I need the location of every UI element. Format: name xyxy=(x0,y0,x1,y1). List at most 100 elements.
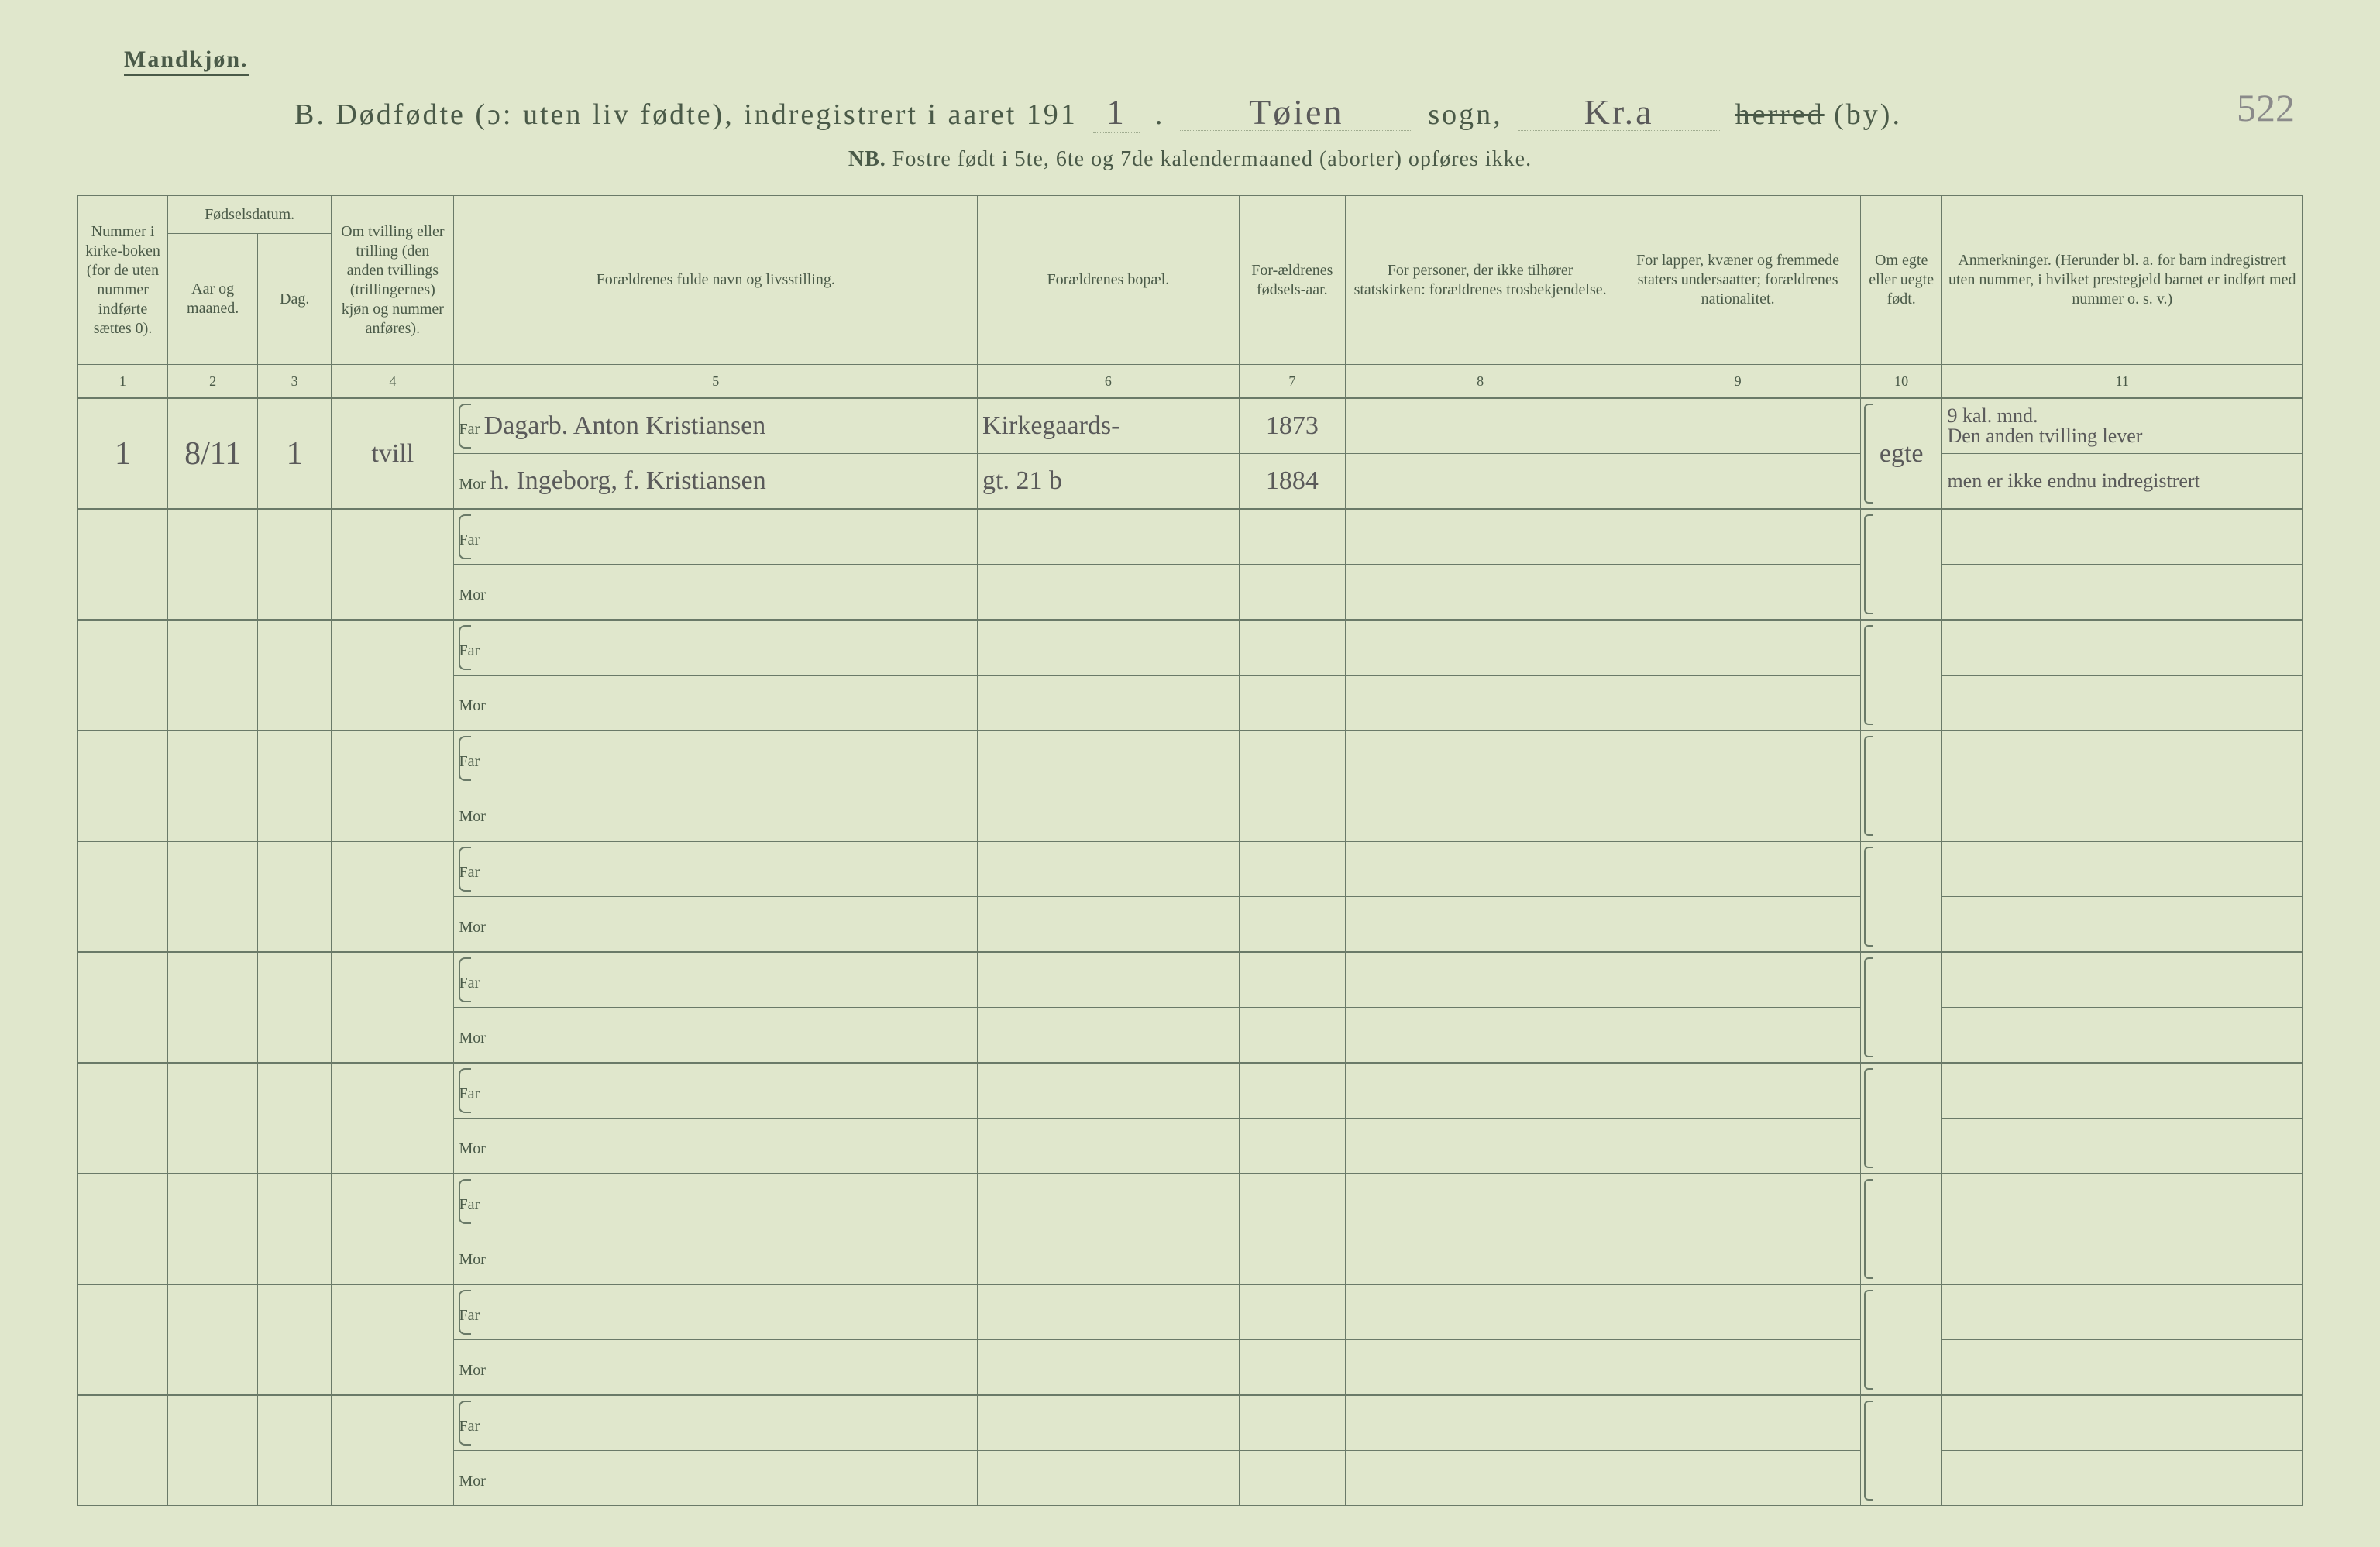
cell-tvilling xyxy=(332,1063,454,1174)
cell-far-bopel xyxy=(978,1284,1240,1340)
cell-far-aar xyxy=(1239,1284,1345,1340)
cell-aar-maaned xyxy=(168,731,258,841)
cell-anm-1 xyxy=(1942,841,2303,897)
cell-mor-name: Mor h. Ingeborg, f. Kristiansen xyxy=(454,454,978,510)
cell-tros xyxy=(1345,454,1615,510)
cell-tros xyxy=(1345,1395,1615,1451)
cell-nat xyxy=(1615,1284,1861,1340)
cell-anm-2 xyxy=(1942,1340,2303,1396)
cell-egte xyxy=(1860,1284,1942,1395)
cell-mor-name: Mor xyxy=(454,676,978,731)
cell-far-name: Far xyxy=(454,1174,978,1229)
cell-num xyxy=(78,731,168,841)
cell-nat xyxy=(1615,1119,1861,1174)
cell-far-bopel xyxy=(978,1063,1240,1119)
cell-mor-aar xyxy=(1239,565,1345,621)
cell-anm-2 xyxy=(1942,1119,2303,1174)
cell-nat xyxy=(1615,509,1861,565)
col-header-4: Om tvilling eller trilling (den anden tv… xyxy=(332,196,454,365)
cell-nat xyxy=(1615,398,1861,454)
col-header-11: Anmerkninger. (Herunder bl. a. for barn … xyxy=(1942,196,2303,365)
colnum: 10 xyxy=(1860,365,1942,399)
cell-dag: 1 xyxy=(258,398,332,509)
cell-far-bopel xyxy=(978,952,1240,1008)
cell-mor-bopel xyxy=(978,1119,1240,1174)
cell-tros xyxy=(1345,398,1615,454)
cell-dag xyxy=(258,620,332,731)
nb-text: Fostre født i 5te, 6te og 7de kalenderma… xyxy=(892,147,1532,171)
cell-far-bopel xyxy=(978,620,1240,676)
cell-dag xyxy=(258,841,332,952)
cell-mor-aar xyxy=(1239,897,1345,953)
entry-row-far: Far xyxy=(78,731,2303,786)
title-prefix: B. Dødfødte (ɔ: uten liv fødte), indregi… xyxy=(294,98,1078,132)
cell-far-aar: 1873 xyxy=(1239,398,1345,454)
cell-anm-1 xyxy=(1942,509,2303,565)
herred-value: Kr.a xyxy=(1518,95,1720,131)
entry-row-far: Far xyxy=(78,841,2303,897)
cell-aar-maaned xyxy=(168,509,258,620)
cell-num xyxy=(78,952,168,1063)
cell-anm-1 xyxy=(1942,1063,2303,1119)
col-header-7: For-ældrenes fødsels-aar. xyxy=(1239,196,1345,365)
cell-num: 1 xyxy=(78,398,168,509)
cell-aar-maaned xyxy=(168,841,258,952)
herred-label: herred xyxy=(1735,98,1825,131)
cell-far-aar xyxy=(1239,841,1345,897)
cell-aar-maaned: 8/11 xyxy=(168,398,258,509)
cell-egte xyxy=(1860,952,1942,1063)
col-header-2-aar: Aar og maaned. xyxy=(168,234,258,365)
cell-tros xyxy=(1345,1340,1615,1396)
cell-mor-aar: 1884 xyxy=(1239,454,1345,510)
cell-mor-bopel xyxy=(978,1229,1240,1285)
title-row: B. Dødfødte (ɔ: uten liv fødte), indregi… xyxy=(77,91,2303,133)
cell-nat xyxy=(1615,1063,1861,1119)
nb-label: NB. xyxy=(848,147,886,171)
col-header-2a: Fødselsdatum. xyxy=(168,196,332,234)
cell-anm-2: men er ikke endnu indregistrert xyxy=(1942,454,2303,510)
cell-aar-maaned xyxy=(168,952,258,1063)
cell-tvilling xyxy=(332,509,454,620)
cell-nat xyxy=(1615,786,1861,842)
page-number: 522 xyxy=(2237,85,2295,130)
cell-mor-aar xyxy=(1239,1119,1345,1174)
cell-anm-2 xyxy=(1942,897,2303,953)
cell-nat xyxy=(1615,1008,1861,1064)
cell-aar-maaned xyxy=(168,1063,258,1174)
cell-dag xyxy=(258,952,332,1063)
entry-row-far: Far xyxy=(78,620,2303,676)
cell-mor-aar xyxy=(1239,1008,1345,1064)
cell-anm-2 xyxy=(1942,786,2303,842)
col-header-8: For personer, der ikke tilhører statskir… xyxy=(1345,196,1615,365)
cell-far-bopel xyxy=(978,509,1240,565)
cell-tvilling xyxy=(332,1395,454,1506)
cell-tros xyxy=(1345,1008,1615,1064)
cell-tros xyxy=(1345,952,1615,1008)
cell-mor-bopel xyxy=(978,1451,1240,1506)
cell-nat xyxy=(1615,565,1861,621)
cell-far-name: Far xyxy=(454,620,978,676)
cell-anm-2 xyxy=(1942,565,2303,621)
cell-tvilling xyxy=(332,731,454,841)
cell-nat xyxy=(1615,1174,1861,1229)
cell-mor-name: Mor xyxy=(454,1119,978,1174)
colnum: 11 xyxy=(1942,365,2303,399)
cell-egte xyxy=(1860,841,1942,952)
cell-anm-1 xyxy=(1942,620,2303,676)
cell-anm-1 xyxy=(1942,1174,2303,1229)
cell-far-aar xyxy=(1239,1063,1345,1119)
colnum: 7 xyxy=(1239,365,1345,399)
cell-egte xyxy=(1860,1063,1942,1174)
cell-aar-maaned xyxy=(168,1174,258,1284)
colnum: 9 xyxy=(1615,365,1861,399)
cell-far-aar xyxy=(1239,1395,1345,1451)
cell-anm-1: 9 kal. mnd.Den anden tvilling lever xyxy=(1942,398,2303,454)
cell-egte: egte xyxy=(1860,398,1942,509)
cell-nat xyxy=(1615,1395,1861,1451)
cell-num xyxy=(78,1063,168,1174)
cell-far-bopel xyxy=(978,1174,1240,1229)
cell-tvilling: tvill xyxy=(332,398,454,509)
cell-tros xyxy=(1345,1174,1615,1229)
cell-mor-name: Mor xyxy=(454,1229,978,1285)
cell-num xyxy=(78,1395,168,1506)
